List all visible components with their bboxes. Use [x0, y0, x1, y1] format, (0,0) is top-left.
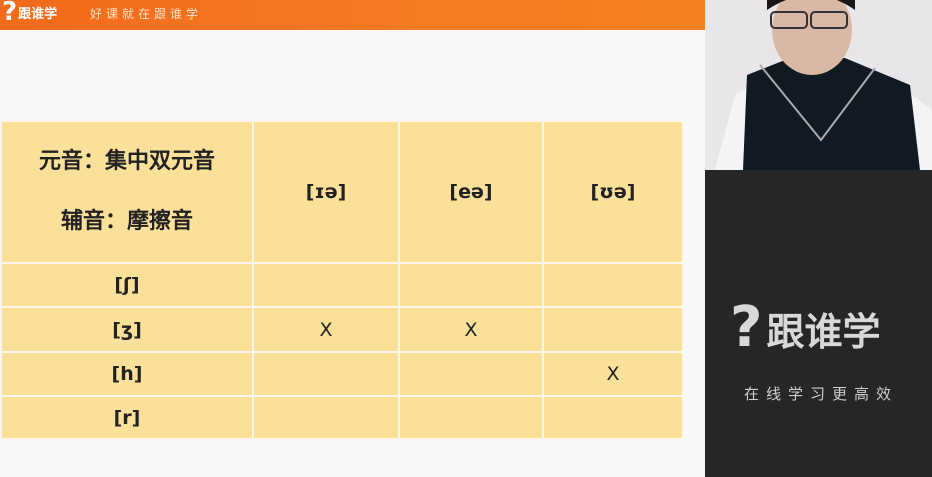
- table-row: [ʒ] X X: [0, 306, 684, 353]
- table-cell: X: [398, 306, 544, 353]
- column-header: [ʊə]: [542, 120, 684, 264]
- table-cell: [542, 395, 684, 440]
- top-banner: ? 跟谁学 好课就在跟谁学: [0, 0, 705, 30]
- brand-name: 跟谁学: [766, 309, 881, 354]
- phonetics-table: 元音：集中双元音 辅音：摩擦音 [ɪə] [eə] [ʊə] [ʃ] [ʒ] X…: [0, 120, 684, 440]
- table-cell: [398, 395, 544, 440]
- table-header-row: 元音：集中双元音 辅音：摩擦音 [ɪə] [eə] [ʊə]: [0, 120, 684, 264]
- consonant-label: 辅音：摩擦音: [60, 209, 193, 234]
- row-label: [h]: [0, 351, 254, 397]
- table-row: [r]: [0, 395, 684, 440]
- column-header: [eə]: [398, 120, 544, 264]
- teacher-webcam: [705, 0, 932, 170]
- table-row: [h] X: [0, 351, 684, 397]
- table-cell: [398, 262, 544, 308]
- brand-tagline: 在线学习更高效: [744, 385, 899, 403]
- teacher-video-frame: [705, 0, 932, 170]
- table-cell: [542, 306, 684, 353]
- vowel-label: 元音：集中双元音: [38, 149, 215, 174]
- table-cell: [542, 262, 684, 308]
- row-label: [ʃ]: [0, 262, 254, 308]
- row-label: [r]: [0, 395, 254, 440]
- table-row: [ʃ]: [0, 262, 684, 308]
- column-header: [ɪə]: [252, 120, 400, 264]
- slogan: 好课就在跟谁学: [90, 7, 203, 21]
- logo: ? 跟谁学: [2, 0, 58, 27]
- question-mark-logo-icon: ?: [2, 0, 18, 27]
- side-panel: [705, 170, 932, 477]
- brand-logo: ? 跟谁学: [730, 300, 881, 356]
- logo-text: 跟谁学: [18, 6, 58, 22]
- question-mark-logo-icon: ?: [730, 295, 763, 360]
- table-cell: [252, 351, 400, 397]
- table-cell: [252, 395, 400, 440]
- row-label: [ʒ]: [0, 306, 254, 353]
- corner-cell: 元音：集中双元音 辅音：摩擦音: [0, 120, 254, 264]
- table-cell: X: [542, 351, 684, 397]
- table-cell: [398, 351, 544, 397]
- table-cell: X: [252, 306, 400, 353]
- table-cell: [252, 262, 400, 308]
